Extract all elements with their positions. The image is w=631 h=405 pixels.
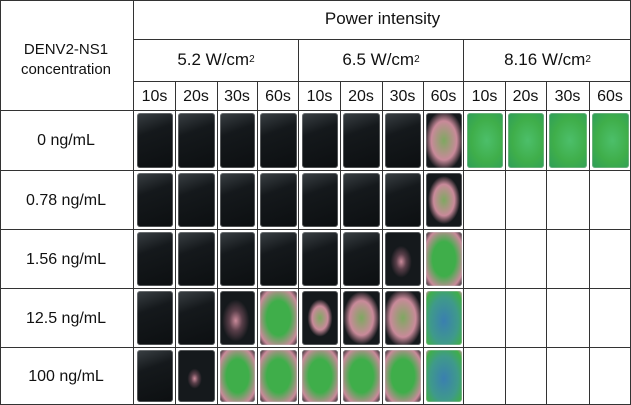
- sample-tile: [260, 173, 297, 227]
- time-header-10s: 10s: [141, 87, 168, 105]
- sample-tile: [385, 232, 421, 286]
- time-header-10s: 10s: [306, 87, 333, 105]
- grid-line: [382, 81, 383, 405]
- sample-tile: [549, 113, 587, 168]
- time-header-20s: 20s: [183, 87, 209, 105]
- power-level-3: 8.16 W/cm 2: [504, 50, 591, 69]
- sample-tile: [343, 113, 380, 168]
- sample-tile: [343, 232, 380, 286]
- sample-tile: [343, 173, 380, 227]
- sample-tile: [302, 232, 338, 286]
- grid-line: [0, 110, 631, 111]
- sample-tile: [302, 113, 338, 168]
- time-header-10s: 10s: [471, 87, 498, 105]
- grid-line: [505, 81, 506, 405]
- sample-tile: [467, 113, 503, 168]
- grid-line: [463, 39, 464, 405]
- time-header-60s: 60s: [430, 87, 457, 105]
- sample-tile: [385, 173, 421, 227]
- grid-line: [217, 81, 218, 405]
- grid-line: [298, 39, 299, 405]
- sample-tile: [426, 113, 462, 168]
- sample-tile: [343, 350, 380, 402]
- time-header-60s: 60s: [597, 87, 623, 105]
- time-header-60s: 60s: [265, 87, 291, 105]
- grid-line: [133, 0, 134, 405]
- grid-line: [0, 170, 631, 171]
- power-level-3-value: 8.16 W/cm: [504, 50, 586, 69]
- sample-tile: [178, 350, 215, 402]
- grid-line: [175, 81, 176, 405]
- sample-tile: [426, 173, 462, 227]
- concentration-label: 0 ng/mL: [37, 132, 95, 149]
- sample-tile: [178, 113, 215, 168]
- sample-tile: [302, 173, 338, 227]
- sample-tile: [260, 232, 297, 286]
- sample-tile: [137, 232, 173, 286]
- grid-line: [0, 0, 1, 405]
- sample-tile: [220, 291, 255, 345]
- power-level-2-value: 6.5 W/cm: [342, 50, 415, 69]
- grid-line: [257, 81, 258, 405]
- concentration-label: 0.78 ng/mL: [25, 191, 107, 209]
- sample-tile: [385, 291, 421, 345]
- row-header-label: DENV2-NS1 concentration: [0, 30, 132, 90]
- concentration-label: 12.5 ng/mL: [25, 309, 107, 327]
- time-header-20s: 20s: [348, 87, 374, 105]
- sample-tile: [508, 113, 544, 168]
- grid-line: [340, 81, 341, 405]
- time-header-30s: 30s: [389, 87, 416, 105]
- sample-tile: [220, 350, 255, 402]
- grid-line: [546, 81, 547, 405]
- grid-line: [423, 81, 424, 405]
- sample-tile: [137, 113, 173, 168]
- grid-line: [589, 81, 590, 405]
- time-header-30s: 30s: [554, 87, 581, 105]
- sample-tile: [302, 350, 338, 402]
- concentration-label: 1.56 ng/mL: [25, 250, 107, 268]
- time-header-30s: 30s: [224, 87, 250, 105]
- sample-tile: [178, 173, 215, 227]
- sample-tile: [260, 350, 297, 402]
- sample-tile: [178, 291, 215, 345]
- sample-tile: [137, 350, 173, 402]
- sample-tile: [302, 291, 338, 345]
- power-level-1: 5.2 W/cm 2: [177, 50, 255, 69]
- sample-tile: [220, 173, 255, 227]
- concentration-label: 100 ng/mL: [28, 367, 104, 385]
- power-level-1-value: 5.2 W/cm: [177, 50, 250, 69]
- sample-tile: [220, 113, 255, 168]
- sample-tile: [385, 350, 421, 402]
- power-intensity-header: Power intensity: [324, 8, 441, 28]
- sample-tile: [260, 113, 297, 168]
- grid-line: [0, 347, 631, 348]
- grid-line: [0, 0, 631, 1]
- sample-tile: [426, 291, 462, 345]
- sample-tile: [385, 113, 421, 168]
- sample-tile: [426, 232, 462, 286]
- sample-tile: [137, 173, 173, 227]
- grid-line: [0, 288, 631, 289]
- sample-tile: [343, 291, 380, 345]
- power-level-2: 6.5 W/cm 2: [342, 50, 420, 69]
- sample-tile: [592, 113, 629, 168]
- sample-tile: [137, 291, 173, 345]
- sample-tile: [220, 232, 255, 286]
- grid-line: [134, 39, 631, 40]
- row-header-text: DENV2-NS1 concentration: [20, 41, 112, 78]
- time-header-20s: 20s: [512, 87, 539, 105]
- sample-tile: [426, 350, 462, 402]
- sample-tile: [260, 291, 297, 345]
- grid-line: [0, 229, 631, 230]
- sample-tile: [178, 232, 215, 286]
